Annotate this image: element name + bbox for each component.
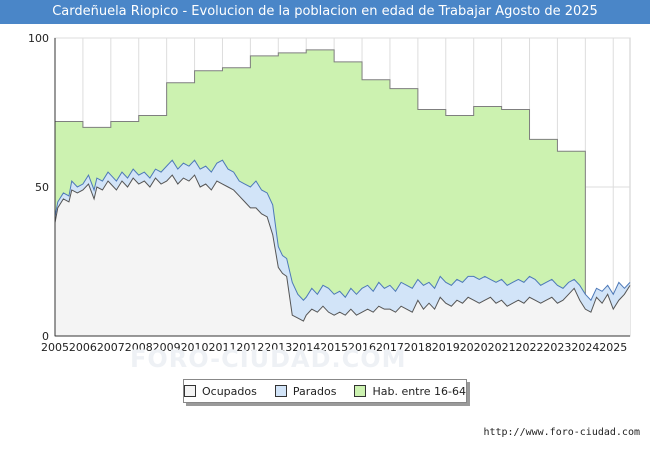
series-parados-line bbox=[54, 159, 631, 302]
x-tick-label: 2018 bbox=[404, 341, 432, 354]
legend-label-parados: Parados bbox=[292, 384, 337, 398]
y-tick-label: 100 bbox=[28, 32, 49, 45]
x-tick-label: 2008 bbox=[125, 341, 153, 354]
x-tick-label: 2020 bbox=[460, 341, 488, 354]
series-ocupados-area bbox=[55, 175, 630, 336]
legend-swatch-hab bbox=[354, 385, 367, 397]
source-url[interactable]: http://www.foro-ciudad.com bbox=[483, 427, 640, 438]
x-tick-label: 2025 bbox=[599, 341, 627, 354]
y-tick-label: 0 bbox=[42, 330, 49, 343]
x-tick-label: 2013 bbox=[264, 341, 292, 354]
x-tick-label: 2015 bbox=[320, 341, 348, 354]
x-tick-label: 2017 bbox=[376, 341, 404, 354]
chart-title: Cardeñuela Riopico - Evolucion de la pob… bbox=[0, 0, 650, 24]
legend-label-ocupados: Ocupados bbox=[202, 384, 257, 398]
x-tick-label: 2010 bbox=[181, 341, 209, 354]
legend-item-hab: Hab. entre 16-64 bbox=[354, 385, 466, 398]
legend-swatch-ocupados bbox=[184, 385, 196, 397]
x-tick-label: 2014 bbox=[292, 341, 320, 354]
x-tick-label: 2009 bbox=[153, 341, 181, 354]
x-tick-label: 2007 bbox=[97, 341, 125, 354]
legend-label-hab: Hab. entre 16-64 bbox=[372, 384, 467, 398]
y-tick-label: 50 bbox=[35, 181, 49, 194]
legend-swatch-parados bbox=[274, 385, 287, 397]
chart-area: 0 50 100 2005 2006 2007 2008 2009 2010 2011 2012 20… bbox=[0, 24, 650, 450]
x-tick-label: 2024 bbox=[571, 341, 599, 354]
series-ocupados-line bbox=[54, 174, 631, 322]
legend-item-ocupados: Ocupados bbox=[184, 385, 257, 398]
x-tick-label: 2006 bbox=[69, 341, 97, 354]
x-tick-label: 2005 bbox=[41, 341, 69, 354]
x-tick-label: 2023 bbox=[543, 341, 571, 354]
legend: Ocupados Parados Hab. entre 16-64 bbox=[183, 379, 467, 403]
watermark: FORO-CIUDAD.COM bbox=[130, 345, 407, 373]
x-tick-label: 2019 bbox=[432, 341, 460, 354]
x-tick-label: 2012 bbox=[236, 341, 264, 354]
x-tick-label: 2022 bbox=[516, 341, 544, 354]
x-tick-label: 2016 bbox=[348, 341, 376, 354]
x-tick-label: 2021 bbox=[488, 341, 516, 354]
x-tick-label: 2011 bbox=[208, 341, 236, 354]
legend-item-parados: Parados bbox=[274, 384, 337, 398]
